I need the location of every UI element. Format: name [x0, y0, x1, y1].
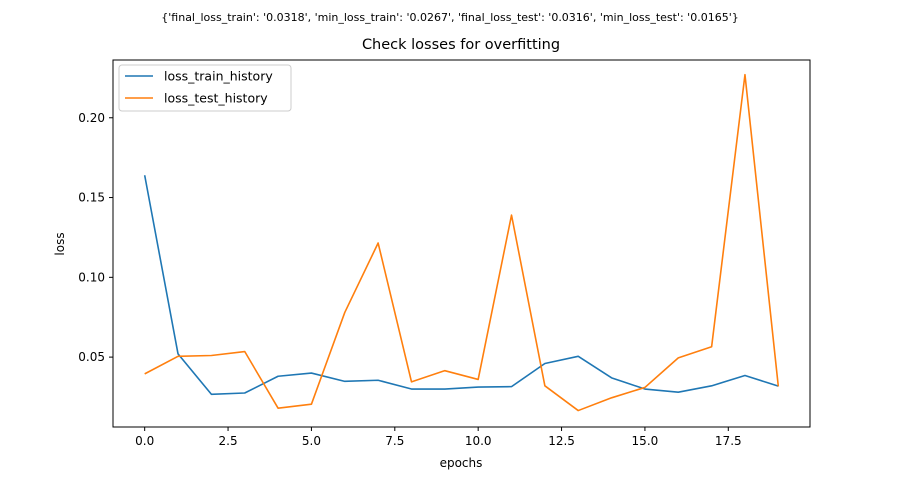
- series-line-loss-train-history: [143, 175, 779, 396]
- x-tick-label: 12.5: [548, 434, 575, 448]
- y-axis: 0.05 0.10 0.15 0.20: [78, 111, 113, 364]
- chart-suptitle: {'final_loss_train': '0.0318', 'min_loss…: [161, 11, 738, 24]
- x-tick-label: 7.5: [385, 434, 404, 448]
- y-tick-label: 0.10: [78, 270, 105, 284]
- x-tick-label: 15.0: [632, 434, 659, 448]
- legend: loss_train_history loss_test_history: [118, 64, 292, 112]
- x-axis-label: epochs: [440, 456, 483, 470]
- legend-label: loss_train_history: [164, 69, 273, 84]
- x-tick-label: 17.5: [715, 434, 742, 448]
- series-line-loss-test-history: [144, 73, 780, 412]
- legend-box: [118, 64, 292, 112]
- y-axis-label: loss: [53, 232, 67, 255]
- y-tick-label: 0.20: [78, 111, 105, 125]
- x-axis: 0.0 2.5 5.0 7.5 10.0 12.5 15.0 17.5: [135, 427, 742, 448]
- x-tick-label: 0.0: [135, 434, 154, 448]
- plot-area: [112, 59, 811, 428]
- x-tick-label: 5.0: [302, 434, 321, 448]
- legend-label: loss_test_history: [164, 91, 268, 106]
- x-tick-label: 10.0: [465, 434, 492, 448]
- chart-title: Check losses for overfitting: [362, 37, 560, 53]
- series-lines: [143, 73, 780, 412]
- x-tick-label: 2.5: [219, 434, 238, 448]
- y-tick-label: 0.05: [78, 350, 105, 364]
- y-tick-label: 0.15: [78, 191, 105, 205]
